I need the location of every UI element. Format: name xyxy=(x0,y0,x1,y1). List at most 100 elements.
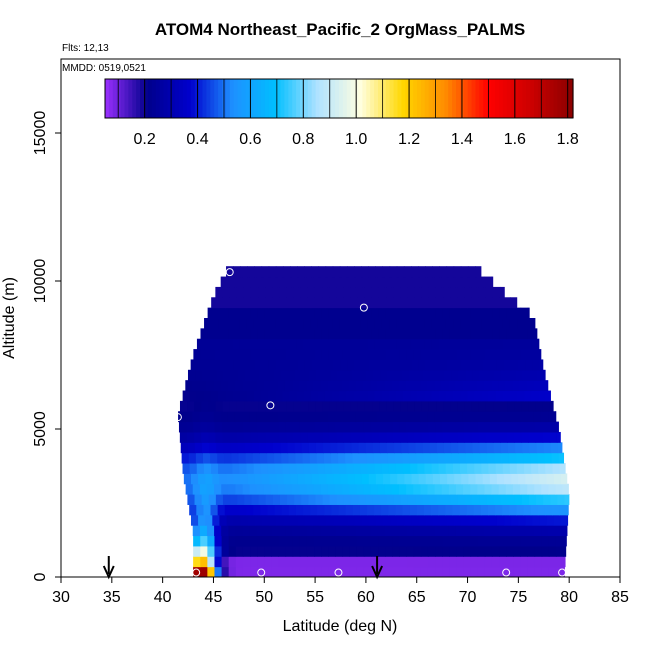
heatmap-cell xyxy=(363,556,372,568)
heatmap-cell xyxy=(313,380,321,392)
heatmap-cell xyxy=(439,473,448,485)
heatmap-cell xyxy=(256,276,264,288)
heatmap-cell xyxy=(200,328,209,340)
heatmap-cell xyxy=(399,566,408,578)
heatmap-cell xyxy=(354,266,362,278)
heatmap-cell xyxy=(467,390,475,402)
heatmap-cell xyxy=(432,359,441,371)
heatmap-cell xyxy=(404,473,413,485)
heatmap-cell xyxy=(378,328,386,340)
heatmap-cell xyxy=(345,452,353,464)
heatmap-cell xyxy=(449,328,458,340)
heatmap-cell xyxy=(512,525,521,537)
heatmap-cell xyxy=(368,473,377,485)
heatmap-cell xyxy=(270,276,279,288)
heatmap-cell xyxy=(491,411,499,423)
heatmap-cell xyxy=(487,504,496,516)
heatmap-cell xyxy=(475,473,484,485)
heatmap-cell xyxy=(242,525,251,537)
colorbar-tick-label: 0.4 xyxy=(186,131,208,148)
heatmap-cell xyxy=(340,359,348,371)
colorbar-segment xyxy=(296,79,301,118)
heatmap-cell xyxy=(482,514,491,526)
heatmap-cell xyxy=(234,276,243,288)
heatmap-cell xyxy=(325,359,334,371)
heatmap-cell xyxy=(334,276,343,288)
heatmap-cell xyxy=(267,463,276,474)
heatmap-cell xyxy=(524,463,532,474)
colorbar-segment xyxy=(397,79,402,118)
heatmap-cell xyxy=(226,473,235,485)
heatmap-cell xyxy=(364,307,372,319)
heatmap-cell xyxy=(324,463,333,474)
heatmap-cell xyxy=(502,390,511,402)
heatmap-cell xyxy=(250,349,258,360)
heatmap-cell xyxy=(509,390,518,402)
heatmap-cell xyxy=(473,504,482,516)
heatmap-cell xyxy=(495,463,504,474)
heatmap-cell xyxy=(227,411,236,423)
colorbar-tick-label: 1.2 xyxy=(398,131,420,148)
heatmap-cell xyxy=(352,452,360,464)
heatmap-cell xyxy=(321,421,329,433)
heatmap-cell xyxy=(462,380,471,392)
heatmap-cell xyxy=(386,494,395,505)
heatmap-cell xyxy=(441,525,450,537)
heatmap-cell xyxy=(237,369,246,381)
heatmap-cell xyxy=(450,400,458,412)
heatmap-cell xyxy=(337,442,345,454)
heatmap-cell xyxy=(244,369,253,381)
heatmap-cell xyxy=(471,494,480,505)
heatmap-cell xyxy=(236,400,245,412)
heatmap-cell xyxy=(202,442,210,454)
heatmap-cell xyxy=(472,369,481,381)
heatmap-cell xyxy=(311,514,320,526)
heatmap-cell xyxy=(389,297,397,309)
heatmap-cell xyxy=(264,328,273,340)
heatmap-cell xyxy=(308,494,316,505)
heatmap-cell xyxy=(253,338,262,350)
heatmap-cell xyxy=(266,369,274,381)
colorbar-tick-label: 1.6 xyxy=(504,131,526,148)
heatmap-cell xyxy=(314,286,323,298)
colorbar-segment xyxy=(381,79,387,118)
heatmap-cell xyxy=(517,318,525,329)
heatmap-cell xyxy=(485,431,494,443)
heatmap-cell xyxy=(314,349,322,360)
heatmap-cell xyxy=(474,463,482,474)
heatmap-cell xyxy=(378,421,386,433)
heatmap-cell xyxy=(470,545,479,557)
heatmap-cell xyxy=(499,421,507,433)
colorbar-segment xyxy=(389,79,395,118)
heatmap-cell xyxy=(549,431,558,443)
heatmap-cell xyxy=(243,431,252,443)
heatmap-cell xyxy=(328,307,337,319)
heatmap-cell xyxy=(193,421,201,433)
heatmap-cell xyxy=(381,463,390,474)
heatmap-cell xyxy=(304,359,313,371)
heatmap-cell xyxy=(247,473,256,485)
heatmap-cell xyxy=(527,525,535,537)
heatmap-cell xyxy=(527,349,536,360)
colorbar-segment xyxy=(331,79,336,118)
heatmap-cell xyxy=(262,473,270,485)
heatmap-cell xyxy=(538,390,546,402)
heatmap-cell xyxy=(492,349,500,360)
heatmap-cell xyxy=(317,297,326,309)
heatmap-cell xyxy=(351,442,360,454)
heatmap-cell xyxy=(427,556,436,568)
heatmap-cell xyxy=(448,525,457,537)
heatmap-cell xyxy=(427,535,436,547)
heatmap-cell xyxy=(218,463,226,474)
heatmap-cell xyxy=(211,297,219,309)
heatmap-cell xyxy=(240,473,249,485)
heatmap-cell xyxy=(462,411,471,423)
heatmap-cell xyxy=(295,452,304,464)
heatmap-cell xyxy=(435,431,444,443)
heatmap-cell xyxy=(257,566,265,578)
heatmap-cell xyxy=(456,545,464,557)
heatmap-cell xyxy=(445,297,454,309)
heatmap-cell xyxy=(481,297,490,309)
heatmap-cell xyxy=(213,411,222,423)
heatmap-cell xyxy=(278,535,287,547)
